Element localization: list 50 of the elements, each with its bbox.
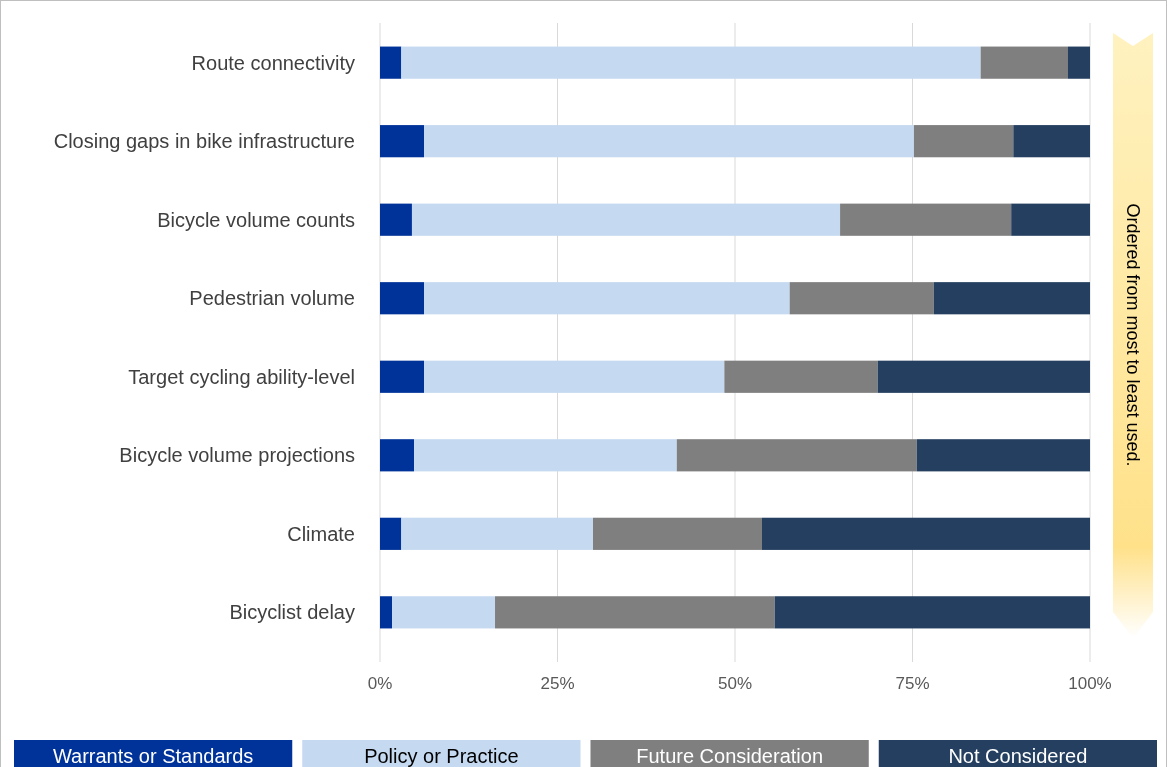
bar [424,125,914,158]
bar [933,282,1090,315]
bar [593,517,762,550]
bar [424,282,790,315]
bar [401,46,981,79]
bar [495,596,775,629]
x-tick-label: 50% [717,674,753,693]
bar [414,439,677,472]
y-tick-label: Bicycle volume counts [157,208,355,231]
y-tick-label: Bicyclist delay [229,601,355,624]
bar [1067,46,1090,79]
y-tick-label: Closing gaps in bike infrastructure [53,130,355,153]
bar [380,596,393,629]
bar [840,203,1012,236]
y-tick-label: Bicycle volume projections [119,444,355,467]
y-tick-label: Route connectivity [191,51,355,74]
bar [380,46,402,79]
bar [380,517,402,550]
bar [401,517,593,550]
text: Warrants or Standards [52,745,254,767]
x-tick-label: 0% [367,674,393,693]
bar [913,125,1014,158]
text: Ordered from most to least used. [1122,203,1143,467]
bar [424,360,725,393]
bar [380,439,415,472]
y-tick-label: Target cycling ability-level [128,365,355,388]
bar [789,282,934,315]
text: Policy or Practice [364,745,519,767]
y-tick-label: Climate [287,522,355,545]
x-tick-label: 25% [540,674,575,693]
bar [380,203,412,236]
bar [392,596,496,629]
text: Not Considered [948,745,1088,767]
bar [1013,125,1090,158]
y-tick-label: Pedestrian volume [189,287,355,310]
bar [411,203,841,236]
bar [916,439,1090,472]
bar [380,125,425,158]
bar [724,360,878,393]
x-tick-label: 100% [1068,674,1112,693]
bar [774,596,1090,629]
x-tick-label: 75% [895,674,930,693]
bar [380,360,425,393]
bar [761,517,1090,550]
bar [980,46,1068,79]
bar [1011,203,1090,236]
text: Future Consideration [636,745,824,767]
bar [676,439,917,472]
bar [877,360,1090,393]
bar [380,282,425,315]
